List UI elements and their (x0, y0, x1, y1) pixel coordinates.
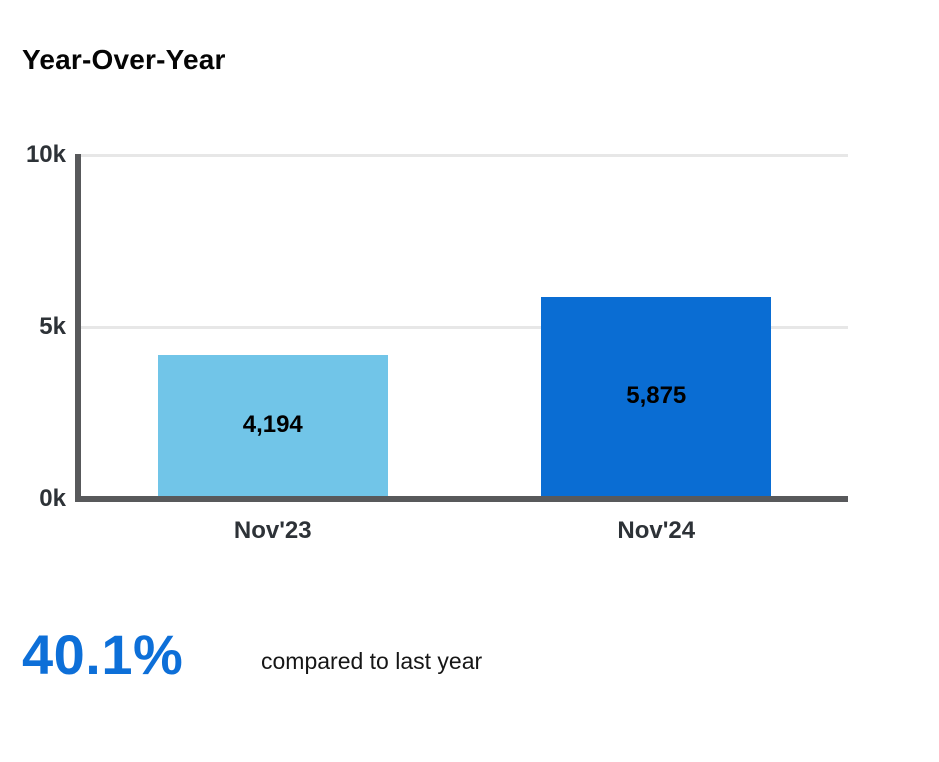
x-axis (75, 496, 848, 502)
gridline-10k (81, 154, 848, 157)
bar-value-label-Nov'23: 4,194 (242, 411, 303, 439)
kpi-percentage-value: 40.1% (22, 623, 184, 686)
y-tick-label-0k: 0k (39, 485, 66, 512)
bar-value-label-Nov'24: 5,875 (626, 382, 687, 410)
chart-title: Year-Over-Year (22, 44, 226, 75)
x-tick-label-Nov'23: Nov'23 (233, 517, 312, 544)
bar-Nov'24: 5,875 (541, 296, 772, 496)
bar-Nov'23: 4,194 (157, 354, 388, 496)
y-tick-label-5k: 5k (39, 313, 66, 340)
gridline-5k (81, 326, 848, 329)
y-axis (75, 154, 81, 502)
x-tick-label-Nov'24: Nov'24 (617, 517, 696, 544)
kpi-caption: compared to last year (261, 648, 483, 674)
y-tick-label-10k: 10k (25, 141, 66, 168)
